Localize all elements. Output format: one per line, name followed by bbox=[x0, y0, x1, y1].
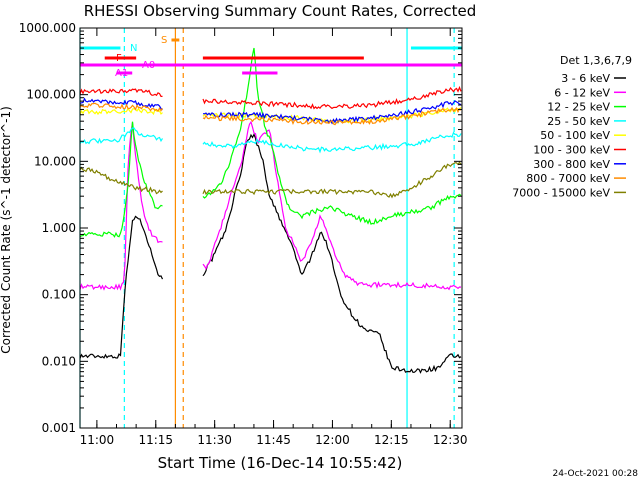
series-line bbox=[79, 161, 462, 199]
x-tick-label: 11:15 bbox=[138, 433, 173, 447]
x-tick-label: 12:15 bbox=[374, 433, 409, 447]
plot-frame bbox=[79, 27, 463, 429]
y-tick-label: 1000.000 bbox=[19, 21, 76, 35]
legend-label: 50 - 100 keV bbox=[540, 129, 610, 142]
chart-title: RHESSI Observing Summary Count Rates, Co… bbox=[84, 2, 477, 20]
x-tick-label: 12:30 bbox=[433, 433, 468, 447]
y-axis-label: Corrected Count Rate (s^-1 detector^-1) bbox=[0, 106, 13, 354]
legend-title: Det 1,3,6,7,9 bbox=[560, 54, 632, 67]
series-line bbox=[79, 47, 462, 238]
legend-label: 7000 - 15000 keV bbox=[512, 186, 610, 199]
legend-label: 6 - 12 keV bbox=[554, 86, 610, 99]
y-tick-label: 1.000 bbox=[42, 221, 76, 235]
x-tick-label: 12:00 bbox=[315, 433, 350, 447]
series-line bbox=[79, 85, 462, 110]
legend-label: 800 - 7000 keV bbox=[526, 172, 610, 185]
flag-label: S bbox=[161, 35, 167, 46]
series-line bbox=[79, 102, 462, 126]
flag-label: A0 bbox=[142, 60, 155, 71]
legend-label: 300 - 800 keV bbox=[533, 158, 610, 171]
x-tick-label: 11:00 bbox=[80, 433, 115, 447]
x-axis-label: Start Time (16-Dec-14 10:55:42) bbox=[158, 454, 403, 472]
y-tick-label: 0.001 bbox=[42, 421, 76, 435]
series-line bbox=[79, 133, 462, 374]
legend-label: 12 - 25 keV bbox=[547, 101, 610, 114]
flag-label: F bbox=[116, 53, 122, 64]
flag-label: N bbox=[130, 43, 137, 54]
legend-label: 25 - 50 keV bbox=[547, 115, 610, 128]
series-line bbox=[79, 97, 462, 125]
series-line bbox=[79, 120, 462, 291]
flag-label: A1 bbox=[115, 68, 128, 79]
series-line bbox=[79, 127, 462, 154]
x-tick-label: 11:45 bbox=[256, 433, 291, 447]
timestamp: 24-Oct-2021 00:28 bbox=[553, 469, 639, 479]
legend-label: 3 - 6 keV bbox=[561, 72, 610, 85]
x-tick-label: 11:30 bbox=[197, 433, 232, 447]
y-tick-label: 0.010 bbox=[42, 354, 76, 368]
y-tick-label: 10.000 bbox=[34, 154, 76, 168]
y-tick-label: 0.100 bbox=[42, 288, 76, 302]
legend-label: 100 - 300 keV bbox=[533, 144, 610, 157]
y-tick-label: 100.000 bbox=[26, 88, 76, 102]
